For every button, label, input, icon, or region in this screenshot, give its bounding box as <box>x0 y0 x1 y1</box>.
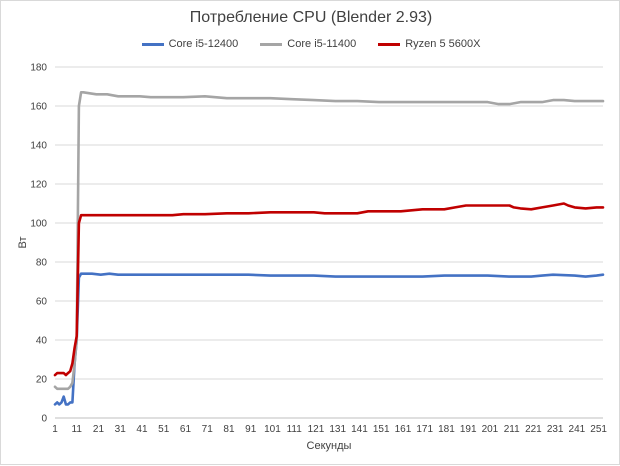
legend-swatch-core-i5-12400 <box>141 42 164 46</box>
y-tick-label: 60 <box>36 297 48 308</box>
x-tick-label: 91 <box>245 424 257 435</box>
x-tick-label: 111 <box>287 424 303 435</box>
x-tick-label: 231 <box>547 424 564 435</box>
y-tick-label: 80 <box>36 258 48 269</box>
series-line-core-i5-11400 <box>53 91 605 391</box>
y-axis-title: Вт <box>17 236 29 248</box>
y-tick-label: 120 <box>30 180 47 191</box>
legend-item-core-i5-12400: Core i5-12400 <box>141 38 239 50</box>
x-tick-label: 181 <box>438 424 455 435</box>
x-tick-label: 71 <box>202 424 214 435</box>
chart-legend: Core i5-12400 Core i5-11400 Ryzen 5 5600… <box>1 38 620 50</box>
y-tick-label: 160 <box>30 102 47 113</box>
legend-label-core-i5-11400: Core i5-11400 <box>287 38 357 50</box>
x-tick-label: 151 <box>373 424 390 435</box>
chart-title: Потребление CPU (Blender 2.93) <box>189 9 433 26</box>
x-tick-label: 121 <box>308 424 325 435</box>
x-tick-label: 131 <box>329 424 346 435</box>
x-tick-label: 21 <box>93 424 105 435</box>
x-tick-label: 251 <box>590 424 607 435</box>
x-tick-label: 1 <box>52 424 58 435</box>
x-tick-label: 171 <box>416 424 433 435</box>
y-tick-label: 180 <box>30 63 47 74</box>
legend-item-core-i5-11400: Core i5-11400 <box>260 38 356 50</box>
x-tick-label: 191 <box>460 424 477 435</box>
x-axis-title: Секунды <box>307 440 352 452</box>
y-tick-label: 100 <box>30 219 47 230</box>
x-tick-label: 31 <box>115 424 127 435</box>
x-tick-label: 61 <box>180 424 192 435</box>
y-tick-label: 20 <box>36 375 48 386</box>
y-tick-label: 140 <box>30 141 47 152</box>
x-tick-label: 101 <box>264 424 281 435</box>
series-line-core-i5-12400 <box>53 272 605 406</box>
legend-swatch-core-i5-11400 <box>260 42 283 46</box>
x-tick-label: 161 <box>395 424 412 435</box>
legend-label-core-i5-12400: Core i5-12400 <box>168 38 239 50</box>
x-tick-label: 211 <box>504 424 520 435</box>
legend-item-ryzen-5-5600x: Ryzen 5 5600X <box>378 38 480 50</box>
y-tick-label: 40 <box>36 336 48 347</box>
x-tick-label: 81 <box>223 424 235 435</box>
legend-label-ryzen-5-5600x: Ryzen 5 5600X <box>405 38 481 50</box>
legend-swatch-ryzen-5-5600x <box>378 42 401 46</box>
y-tick-label: 0 <box>41 414 47 425</box>
x-tick-label: 11 <box>72 424 83 435</box>
x-tick-label: 41 <box>136 424 148 435</box>
x-tick-label: 241 <box>569 424 586 435</box>
series-line-ryzen-5-5600x <box>53 202 605 377</box>
x-tick-label: 141 <box>351 424 368 435</box>
x-tick-label: 51 <box>158 424 170 435</box>
x-tick-label: 221 <box>525 424 542 435</box>
x-tick-label: 201 <box>482 424 499 435</box>
